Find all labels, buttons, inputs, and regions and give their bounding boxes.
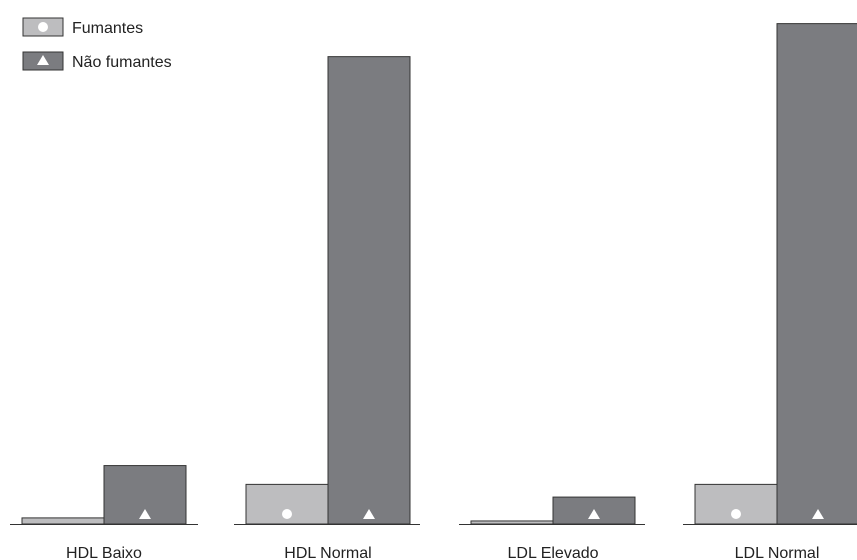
legend-label-fumantes: Fumantes [72, 20, 143, 37]
circle-icon [731, 509, 741, 519]
legend: Fumantes Não fumantes [22, 17, 172, 71]
circle-icon [282, 509, 292, 519]
triangle-icon [139, 509, 151, 519]
bar-ldl-normal-nao-fumantes [776, 23, 857, 525]
triangle-icon [812, 509, 824, 519]
category-label-ldl-normal: LDL Normal [735, 545, 820, 560]
circle-icon [38, 22, 48, 32]
triangle-icon [588, 509, 600, 519]
category-label-hdl-baixo: HDL Baixo [66, 545, 142, 560]
bar-hdl-baixo-fumantes [21, 517, 105, 525]
bars-layer [21, 23, 857, 525]
category-label-hdl-normal: HDL Normal [284, 545, 371, 560]
bar-ldl-elevado-fumantes [470, 520, 554, 525]
triangle-icon [37, 55, 49, 65]
category-labels: HDL Baixo HDL Normal LDL Elevado LDL Normal [66, 545, 819, 560]
category-label-ldl-elevado: LDL Elevado [507, 545, 598, 560]
markers-layer [139, 509, 824, 519]
bar-hdl-normal-nao-fumantes [327, 56, 411, 525]
triangle-icon [363, 509, 375, 519]
legend-label-nao-fumantes: Não fumantes [72, 54, 172, 71]
